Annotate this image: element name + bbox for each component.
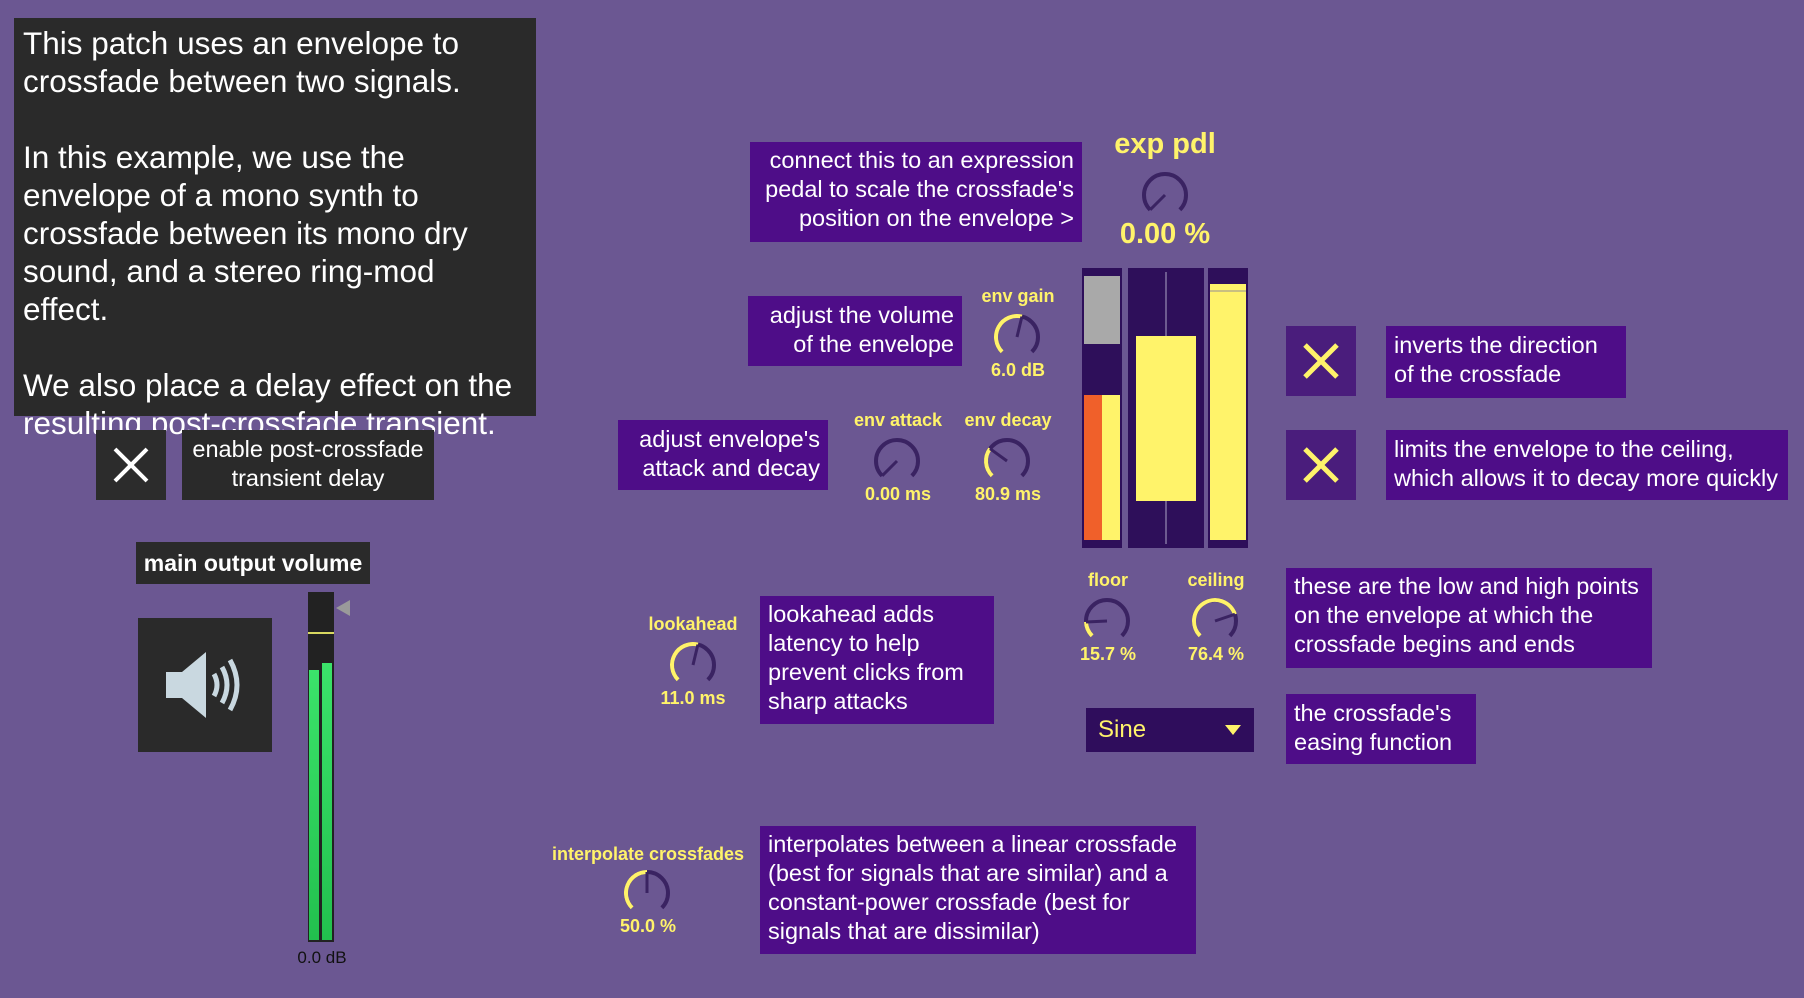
easing-note: the crossfade's easing function <box>1286 694 1476 764</box>
delay-toggle[interactable] <box>96 430 166 500</box>
ceiling-knob[interactable] <box>1188 594 1242 648</box>
output-meter-value: 0.0 dB <box>297 948 347 967</box>
easing-selected: Sine <box>1098 716 1147 743</box>
output-meter-right-fill <box>322 663 332 940</box>
floor-value: 15.7 % <box>1079 644 1137 664</box>
interpolate-note: interpolates between a linear crossfade … <box>760 826 1196 954</box>
x-icon <box>113 447 149 483</box>
interpolate-label: interpolate crossfades <box>551 844 745 864</box>
easing-dropdown[interactable]: Sine <box>1086 708 1254 752</box>
envelope-output-meter <box>1208 268 1248 548</box>
interpolate-knob[interactable] <box>620 866 674 920</box>
env-attack-knob[interactable] <box>870 434 924 488</box>
output-meter-left-fill <box>309 670 319 940</box>
ceiling-marker <box>1210 290 1246 292</box>
envelope-input-meter <box>1082 268 1122 548</box>
output-meter-fill <box>1210 283 1246 540</box>
env-gain-label: env gain <box>981 286 1055 306</box>
speaker-icon <box>166 652 240 718</box>
env-decay-knob[interactable] <box>980 434 1034 488</box>
delay-toggle-label: enable post-crossfade transient delay <box>182 430 434 500</box>
intro-paragraph: This patch uses an envelope to crossfade… <box>23 25 461 99</box>
x-icon <box>1303 343 1339 379</box>
limit-toggle[interactable] <box>1286 430 1356 500</box>
env-gain-note: adjust the volume of the envelope <box>748 296 962 366</box>
crossfade-window-range <box>1136 336 1196 502</box>
crossfade-window-meter[interactable] <box>1128 268 1204 548</box>
intro-paragraph: In this example, we use the envelope of … <box>23 139 468 327</box>
lookahead-knob[interactable] <box>666 638 720 692</box>
gain-slider-arrow-icon[interactable] <box>336 600 350 616</box>
triangle-down-icon <box>1225 725 1241 735</box>
env-attack-value: 0.00 ms <box>864 484 932 504</box>
env-attack-label: env attack <box>853 410 943 430</box>
floor-label: floor <box>1088 570 1128 590</box>
invert-toggle[interactable] <box>1286 326 1356 396</box>
exp-pdl-knob[interactable] <box>1138 168 1192 222</box>
exp-pdl-title: exp pdl <box>1114 128 1216 160</box>
invert-note: inverts the direction of the crossfade <box>1386 326 1626 398</box>
env-gain-knob[interactable] <box>990 310 1044 364</box>
env-decay-value: 80.9 ms <box>974 484 1042 504</box>
ceiling-value: 76.4 % <box>1187 644 1245 664</box>
main-output-label: main output volume <box>136 542 370 584</box>
intro-paragraph: We also place a delay effect on the resu… <box>23 367 513 441</box>
meter-threshold-line <box>308 632 334 634</box>
limit-note: limits the envelope to the ceiling, whic… <box>1386 430 1788 500</box>
ceiling-label: ceiling <box>1187 570 1245 590</box>
env-gain-value: 6.0 dB <box>990 360 1046 380</box>
input-meter-headroom <box>1084 276 1120 344</box>
floor-knob[interactable] <box>1080 594 1134 648</box>
x-icon <box>1303 447 1339 483</box>
lookahead-label: lookahead <box>648 614 738 634</box>
attack-decay-note: adjust envelope's attack and decay <box>618 420 828 490</box>
interpolate-value: 50.0 % <box>619 916 677 936</box>
intro-comment: This patch uses an envelope to crossfade… <box>14 18 536 441</box>
lookahead-note: lookahead adds latency to help prevent c… <box>760 596 994 724</box>
floor-ceiling-note: these are the low and high points on the… <box>1286 568 1652 668</box>
output-meter[interactable] <box>308 592 334 942</box>
lookahead-value: 11.0 ms <box>660 688 726 708</box>
env-decay-label: env decay <box>964 410 1052 430</box>
input-meter-fill <box>1084 394 1120 540</box>
exp-pdl-value: 0.00 % <box>1119 218 1211 250</box>
expression-note: connect this to an expression pedal to s… <box>750 142 1082 242</box>
mute-button[interactable] <box>138 618 272 752</box>
